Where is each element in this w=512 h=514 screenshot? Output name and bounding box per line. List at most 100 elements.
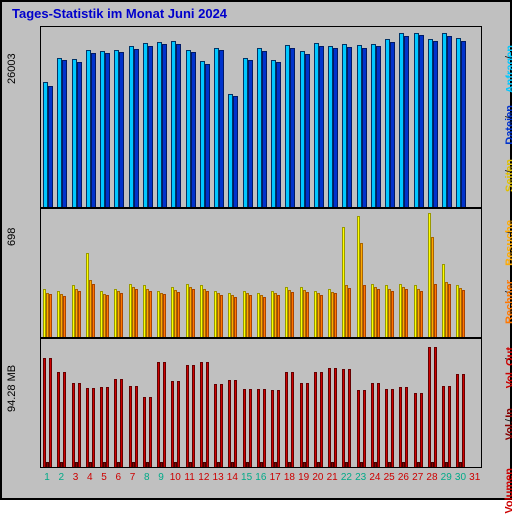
bar bbox=[300, 383, 303, 467]
bar bbox=[149, 397, 152, 467]
bar bbox=[276, 62, 281, 207]
bar bbox=[234, 297, 237, 337]
x-tick: 17 bbox=[268, 472, 282, 483]
x-tick: 31 bbox=[468, 472, 482, 483]
bar bbox=[149, 291, 152, 337]
bar bbox=[314, 372, 317, 467]
legend-item: Besuche bbox=[504, 220, 512, 266]
bar bbox=[363, 390, 366, 467]
bar bbox=[376, 46, 381, 207]
x-tick: 13 bbox=[211, 472, 225, 483]
bar bbox=[92, 284, 95, 337]
bar bbox=[72, 383, 75, 467]
legend-column: Volumen/Vol. In/Vol. Out/Rechner/Besuche… bbox=[480, 26, 506, 468]
bar bbox=[328, 368, 331, 467]
x-tick: 26 bbox=[396, 472, 410, 483]
bar bbox=[414, 393, 417, 467]
bar bbox=[171, 381, 174, 467]
bar bbox=[385, 389, 388, 467]
bar bbox=[277, 295, 280, 337]
bar bbox=[347, 47, 352, 207]
bar bbox=[263, 297, 266, 337]
x-tick: 10 bbox=[168, 472, 182, 483]
bar bbox=[63, 372, 66, 467]
bar bbox=[176, 44, 181, 207]
x-tick: 19 bbox=[297, 472, 311, 483]
x-tick: 24 bbox=[368, 472, 382, 483]
x-tick: 21 bbox=[325, 472, 339, 483]
bar bbox=[320, 372, 323, 467]
bar bbox=[120, 293, 123, 337]
bar bbox=[434, 347, 437, 467]
bar bbox=[78, 383, 81, 467]
legend-item: Vol. In bbox=[504, 408, 512, 440]
bar bbox=[433, 41, 438, 207]
bar bbox=[177, 292, 180, 337]
x-tick: 11 bbox=[183, 472, 197, 483]
bar bbox=[391, 291, 394, 337]
bar bbox=[63, 296, 66, 337]
panel-bot bbox=[40, 338, 482, 468]
x-tick: 14 bbox=[225, 472, 239, 483]
bar bbox=[419, 35, 424, 207]
bar bbox=[143, 397, 146, 467]
bar bbox=[399, 387, 402, 467]
bar bbox=[120, 379, 123, 467]
bar bbox=[305, 54, 310, 207]
bar bbox=[291, 292, 294, 337]
bar bbox=[319, 46, 324, 207]
bar bbox=[357, 390, 360, 467]
bar bbox=[348, 288, 351, 337]
bar bbox=[119, 52, 124, 207]
bar bbox=[234, 380, 237, 467]
bar bbox=[100, 387, 103, 467]
legend-item: Volumen bbox=[504, 468, 512, 514]
x-tick: 6 bbox=[111, 472, 125, 483]
chart-container: Tages-Statistik im Monat Juni 2024 26003… bbox=[0, 0, 512, 500]
bar bbox=[92, 388, 95, 467]
x-tick: 2 bbox=[54, 472, 68, 483]
bar bbox=[377, 289, 380, 337]
legend-item: Seiten bbox=[504, 159, 512, 192]
bar bbox=[442, 386, 445, 467]
x-tick: 12 bbox=[197, 472, 211, 483]
bar bbox=[48, 86, 53, 208]
bars-top bbox=[41, 27, 481, 207]
bar bbox=[342, 369, 345, 467]
x-tick: 5 bbox=[97, 472, 111, 483]
bar bbox=[285, 372, 288, 467]
bar bbox=[448, 386, 451, 467]
bar bbox=[306, 383, 309, 467]
bar bbox=[206, 362, 209, 467]
bar bbox=[462, 290, 465, 337]
bar bbox=[219, 50, 224, 207]
x-tick: 23 bbox=[354, 472, 368, 483]
x-axis: 1234567891011121314151617181920212223242… bbox=[40, 470, 482, 490]
bar bbox=[334, 293, 337, 337]
bar bbox=[191, 52, 196, 207]
bar bbox=[248, 60, 253, 207]
bar bbox=[263, 389, 266, 467]
bar bbox=[420, 291, 423, 337]
x-tick: 27 bbox=[411, 472, 425, 483]
bar bbox=[377, 383, 380, 467]
bar bbox=[461, 41, 466, 208]
bar bbox=[114, 379, 117, 467]
bar bbox=[348, 369, 351, 467]
bar bbox=[177, 381, 180, 467]
bar bbox=[249, 295, 252, 337]
bar bbox=[320, 295, 323, 337]
x-tick: 8 bbox=[140, 472, 154, 483]
bar bbox=[186, 365, 189, 467]
x-tick: 3 bbox=[69, 472, 83, 483]
bar bbox=[57, 372, 60, 467]
bar bbox=[148, 46, 153, 207]
bar bbox=[290, 48, 295, 207]
panel-mid bbox=[40, 208, 482, 338]
bar bbox=[404, 36, 409, 207]
bar bbox=[249, 389, 252, 467]
bar bbox=[192, 289, 195, 337]
bar bbox=[163, 362, 166, 467]
bar bbox=[157, 362, 160, 467]
bar bbox=[106, 295, 109, 337]
